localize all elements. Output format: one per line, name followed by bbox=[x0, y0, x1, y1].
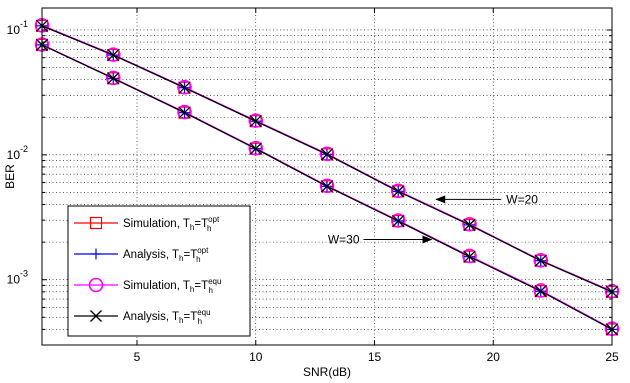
legend-text-part: Simulation, T bbox=[123, 218, 190, 230]
legend-text-part: Analysis, T bbox=[123, 311, 179, 323]
data-point-marker bbox=[390, 183, 406, 199]
data-point-marker-b bbox=[107, 72, 120, 85]
legend-text-part: =T bbox=[194, 218, 208, 230]
data-point-marker bbox=[533, 253, 549, 268]
data-point-marker bbox=[321, 180, 333, 193]
legend-marker-b bbox=[90, 310, 102, 322]
legend-marker bbox=[90, 248, 102, 260]
data-point-marker-b bbox=[392, 215, 405, 228]
x-tick-label: 25 bbox=[605, 350, 619, 364]
legend-entry: Analysis, Th=Tequ bbox=[123, 308, 211, 325]
y-tick-label: 10 bbox=[7, 273, 21, 287]
data-point-marker-b bbox=[107, 49, 120, 62]
data-point-marker bbox=[107, 49, 120, 62]
data-point-marker bbox=[177, 79, 192, 95]
legend-text-part: h bbox=[190, 285, 194, 294]
data-point-marker bbox=[249, 115, 262, 128]
legend-text-sub2: h bbox=[196, 255, 200, 264]
y-tick-label: 10 bbox=[7, 148, 21, 162]
data-point-marker bbox=[463, 218, 476, 231]
legend-text-sub2: h bbox=[207, 224, 211, 233]
data-point-marker-b bbox=[463, 218, 476, 231]
legend-text-sub2: h bbox=[198, 317, 202, 326]
data-point-marker bbox=[390, 213, 406, 228]
data-point-marker bbox=[319, 178, 335, 194]
data-point-marker bbox=[534, 254, 547, 267]
x-tick-label: 15 bbox=[368, 350, 382, 364]
legend-text-part: opt bbox=[197, 246, 209, 255]
data-point-marker-b bbox=[178, 81, 191, 94]
data-point-marker-b bbox=[249, 142, 262, 155]
data-point-marker bbox=[178, 106, 191, 119]
data-point-marker-b bbox=[321, 180, 333, 193]
legend-entry: Simulation, Th=Topt bbox=[123, 215, 220, 232]
data-point-marker-b bbox=[321, 148, 333, 161]
y-axis-label: BER bbox=[3, 164, 17, 189]
legend-text-part: =T bbox=[194, 280, 208, 292]
data-point-marker bbox=[177, 104, 192, 120]
data-point-marker-b bbox=[392, 185, 405, 198]
data-point-marker bbox=[248, 113, 264, 128]
legend-marker bbox=[88, 277, 104, 293]
legend-text-part: equ bbox=[197, 308, 210, 317]
data-point-marker bbox=[321, 148, 333, 161]
y-tick-exponent: -1 bbox=[20, 19, 28, 29]
x-tick-label: 20 bbox=[487, 350, 501, 364]
annotations: W=20 W=30 bbox=[328, 192, 538, 246]
data-point-marker bbox=[462, 248, 477, 264]
data-point-marker bbox=[463, 250, 476, 263]
data-point-marker bbox=[105, 70, 121, 86]
data-point-marker bbox=[319, 146, 335, 162]
data-point-marker-b bbox=[534, 254, 547, 267]
data-point-marker bbox=[107, 72, 120, 85]
legend-text-sub2: h bbox=[208, 286, 212, 295]
data-point-marker bbox=[249, 142, 262, 155]
data-point-marker bbox=[392, 185, 405, 198]
x-tick-label: 5 bbox=[134, 350, 141, 364]
legend-text-part: opt bbox=[208, 215, 220, 224]
legend-text-part: Analysis, T bbox=[123, 249, 179, 261]
y-tick-label: 10 bbox=[7, 23, 21, 37]
x-tick-label: 10 bbox=[249, 350, 263, 364]
legend-entry: Analysis, Th=Topt bbox=[123, 246, 209, 263]
legend-entry: Simulation, Th=Tequ bbox=[123, 277, 221, 294]
data-point-marker-b bbox=[534, 285, 547, 298]
data-point-marker bbox=[533, 283, 549, 298]
data-point-marker bbox=[462, 216, 477, 232]
y-tick-exponent: -3 bbox=[20, 269, 28, 279]
legend-marker bbox=[90, 310, 102, 322]
legend-text-part: Simulation, T bbox=[123, 280, 190, 292]
legend-text-part: =T bbox=[183, 249, 197, 261]
data-point-marker bbox=[534, 285, 547, 298]
data-point-marker bbox=[248, 140, 264, 156]
plot-frame bbox=[41, 7, 613, 346]
legend-marker bbox=[89, 216, 103, 230]
legend-text-part: =T bbox=[183, 311, 197, 323]
legend-text-part: h bbox=[179, 316, 183, 325]
x-axis-label: SNR(dB) bbox=[303, 365, 351, 379]
legend-text-part: equ bbox=[208, 277, 221, 286]
data-point-marker bbox=[392, 215, 405, 228]
data-point-marker bbox=[178, 81, 191, 94]
data-point-marker-b bbox=[178, 106, 191, 119]
legend-text-part: h bbox=[179, 254, 183, 263]
y-tick-exponent: -2 bbox=[20, 144, 28, 154]
data-point-marker bbox=[105, 47, 121, 62]
annotation-label: W=20 bbox=[506, 192, 538, 206]
data-point-marker-b bbox=[463, 250, 476, 263]
data-point-marker-b bbox=[249, 115, 262, 128]
legend-text-part: h bbox=[190, 223, 194, 232]
annotation-label: W=30 bbox=[328, 232, 360, 246]
